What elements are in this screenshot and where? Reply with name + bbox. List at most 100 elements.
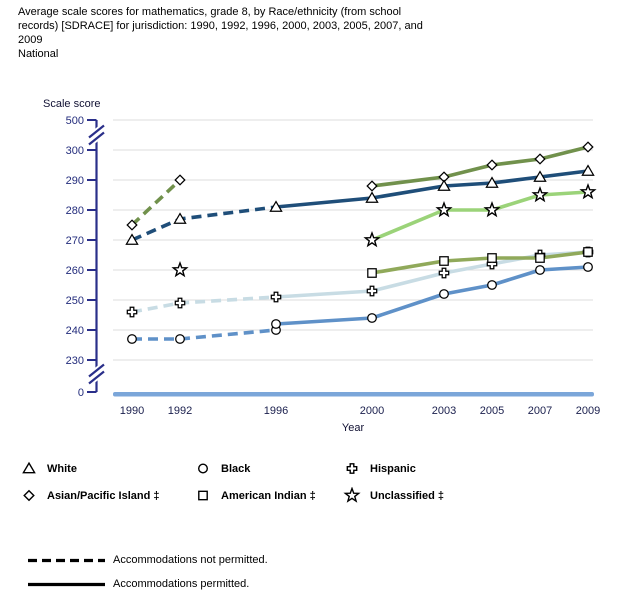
plus-marker-icon: [346, 463, 358, 474]
square-marker-icon: [535, 253, 545, 263]
diamond-marker-icon: [126, 219, 138, 231]
circle-marker-icon: [367, 313, 377, 323]
star-legend-icon: [343, 487, 361, 503]
diamond-marker-icon: [582, 141, 594, 153]
triangle-marker-icon: [22, 461, 36, 474]
plus-marker-icon: [126, 306, 138, 318]
circle-marker-icon: [583, 262, 593, 272]
series-line-unclassified-solid: [371, 190, 589, 242]
y-tick-label: 290: [66, 175, 84, 187]
y-tick-label: 250: [66, 295, 84, 307]
y-tick-label: 240: [66, 325, 84, 337]
triangle-marker-icon: [533, 170, 547, 182]
series-line-white-solid: [275, 169, 589, 209]
axis-break-icon: [88, 370, 105, 385]
line-style-item-dashed: Accommodations not permitted.: [27, 554, 268, 566]
diamond-marker-icon: [23, 489, 35, 502]
y-tick-label: 500: [66, 115, 84, 127]
series-line-asian-pacific-island-dashed: [130, 178, 182, 227]
x-tick-label: 1990: [120, 405, 144, 417]
line-style-label: Accommodations not permitted.: [113, 554, 268, 566]
x-tick-label: 2000: [360, 405, 384, 417]
diamond-legend-icon: [23, 489, 35, 502]
axis-break-icon: [88, 131, 105, 146]
circle-marker-icon: [535, 265, 545, 275]
legend-item-label: White: [47, 462, 77, 475]
square-marker-icon: [487, 253, 497, 263]
legend-item-white: White: [20, 460, 77, 477]
star-marker-icon: [363, 230, 381, 248]
zero-baseline: [113, 392, 594, 397]
circle-marker-icon: [197, 463, 209, 474]
y-axis: 500 300 290 280 270 260 250 240 230 0: [66, 115, 106, 399]
circle-marker-icon: [127, 334, 137, 344]
square-marker-icon: [367, 268, 377, 278]
legend-item-asian-pacific-island: Asian/Pacific Island ‡: [20, 487, 160, 504]
legend-item-unclassified: Unclassified ‡: [343, 487, 444, 504]
diamond-marker-icon: [174, 174, 186, 186]
series-line-black-dashed: [132, 328, 277, 341]
plus-marker-icon: [366, 285, 378, 297]
line-chart: Scale score 500 300 290 280 270 260 250 240 230 0…: [43, 98, 600, 434]
legend-item-american-indian: American Indian ‡: [194, 487, 316, 504]
x-tick-label: 2007: [528, 405, 552, 417]
line-style-item-solid: Accommodations permitted.: [27, 578, 249, 590]
x-axis-labels: 1990 1992 1996 2000 2003 2005 2007 2009: [120, 405, 600, 417]
y-tick-label: 230: [66, 355, 84, 367]
y-tick-label: 270: [66, 235, 84, 247]
zero-line: [113, 392, 594, 397]
dashed-line-sample-icon: [28, 558, 105, 562]
star-marker-icon: [483, 200, 501, 218]
plus-marker-icon: [270, 291, 282, 303]
x-tick-label: 2009: [576, 405, 600, 417]
circle-marker-icon: [271, 319, 281, 329]
star-marker-icon: [531, 185, 549, 203]
star-marker-icon: [343, 487, 361, 503]
square-marker-icon: [583, 247, 593, 257]
legend-item-black: Black: [194, 460, 250, 477]
y-tick-label: 280: [66, 205, 84, 217]
title-line-2: records) [SDRACE] for jurisdiction: 1990…: [18, 20, 423, 32]
series-line-white-dashed: [131, 205, 277, 242]
circle-marker-icon: [439, 289, 449, 299]
square-marker-icon: [198, 490, 208, 501]
diamond-marker-icon: [534, 153, 546, 165]
plus-marker-icon: [174, 297, 186, 309]
y-tick-label: 0: [78, 387, 84, 399]
diamond-marker-icon: [366, 180, 378, 192]
series-line-hispanic-solid: [275, 250, 589, 299]
series-line-black-solid: [275, 265, 589, 326]
series-line-hispanic-dashed: [131, 295, 277, 314]
plus-legend-icon: [346, 463, 358, 474]
gridlines: [113, 119, 593, 361]
x-tick-label: 1996: [264, 405, 288, 417]
x-tick-label: 2005: [480, 405, 504, 417]
line-style-label: Accommodations permitted.: [113, 578, 250, 590]
legend-item-label: Hispanic: [370, 462, 416, 475]
x-tick-label: 2003: [432, 405, 456, 417]
y-tick-label: 300: [66, 145, 84, 157]
circle-marker-icon: [487, 280, 497, 290]
y-axis-title: Scale score: [43, 98, 100, 110]
circle-legend-icon: [197, 463, 209, 474]
plus-marker-icon: [438, 267, 450, 279]
x-tick-label: 1992: [168, 405, 192, 417]
triangle-marker-icon: [581, 164, 595, 176]
triangle-marker-icon: [365, 191, 379, 203]
y-tick-label: 260: [66, 265, 84, 277]
legend-item-label: Black: [221, 462, 251, 475]
legend-item-label: Unclassified ‡: [370, 489, 444, 502]
triangle-marker-icon: [173, 212, 187, 224]
square-marker-icon: [439, 256, 449, 266]
star-marker-icon: [579, 182, 597, 200]
title-line-3: 2009: [18, 34, 43, 46]
legend-item-label: American Indian ‡: [221, 489, 316, 502]
triangle-legend-icon: [22, 461, 36, 474]
axis-break-icon: [88, 124, 105, 139]
star-marker-icon: [171, 260, 189, 278]
triangle-marker-icon: [485, 176, 499, 188]
circle-marker-icon: [175, 334, 185, 344]
chart-title: Average scale scores for mathematics, gr…: [18, 5, 598, 61]
subtitle-national: National: [18, 48, 59, 60]
